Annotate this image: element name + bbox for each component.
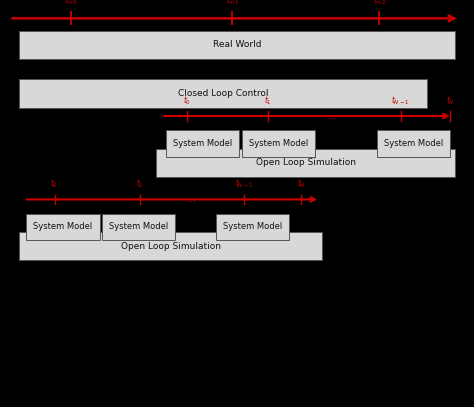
Text: $t_{0}$: $t_{0}$ xyxy=(183,94,191,107)
FancyBboxPatch shape xyxy=(242,130,315,157)
Text: $t_{N}$: $t_{N}$ xyxy=(446,94,455,107)
Text: Open Loop Simulation: Open Loop Simulation xyxy=(121,242,220,251)
FancyBboxPatch shape xyxy=(19,79,427,108)
FancyBboxPatch shape xyxy=(19,31,455,59)
Text: System Model: System Model xyxy=(249,139,308,148)
FancyBboxPatch shape xyxy=(102,214,175,240)
Text: $t_{m0}$: $t_{m0}$ xyxy=(64,0,78,7)
Text: $t_{N-1}$: $t_{N-1}$ xyxy=(392,94,410,107)
Text: $t_{N-1}$: $t_{N-1}$ xyxy=(235,178,253,190)
FancyBboxPatch shape xyxy=(216,214,289,240)
FancyBboxPatch shape xyxy=(26,214,100,240)
FancyBboxPatch shape xyxy=(156,149,455,177)
Text: Real World: Real World xyxy=(213,40,261,49)
Text: ...: ... xyxy=(187,195,197,204)
Text: Open Loop Simulation: Open Loop Simulation xyxy=(256,158,356,167)
Text: System Model: System Model xyxy=(109,222,168,232)
FancyBboxPatch shape xyxy=(19,232,322,260)
Text: System Model: System Model xyxy=(384,139,443,148)
Text: $t_{m1}$: $t_{m1}$ xyxy=(226,0,239,7)
Text: ...: ... xyxy=(327,111,337,121)
Text: Closed Loop Control: Closed Loop Control xyxy=(178,89,268,98)
Text: $t_{1}$: $t_{1}$ xyxy=(264,94,272,107)
Text: System Model: System Model xyxy=(173,139,232,148)
Text: $t_{1}$: $t_{1}$ xyxy=(136,178,144,190)
Text: $t_{0}$: $t_{0}$ xyxy=(50,178,59,190)
Text: $t_{N}$: $t_{N}$ xyxy=(297,178,305,190)
FancyBboxPatch shape xyxy=(377,130,450,157)
Text: System Model: System Model xyxy=(223,222,282,232)
Text: System Model: System Model xyxy=(33,222,92,232)
FancyBboxPatch shape xyxy=(166,130,239,157)
Text: $t_{m2}$: $t_{m2}$ xyxy=(373,0,386,7)
